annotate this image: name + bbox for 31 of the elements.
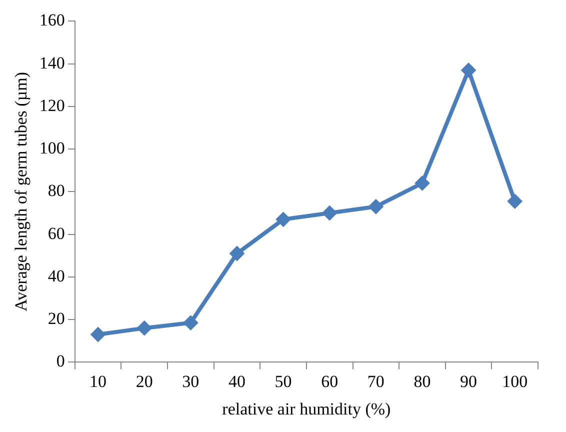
y-tick-label: 120: [39, 96, 65, 115]
x-tick-label: 70: [367, 372, 384, 391]
point: [368, 199, 384, 214]
x-tick-label: 10: [90, 372, 107, 391]
y-tick-label: 80: [48, 181, 65, 200]
x-tick-label: 50: [274, 372, 292, 391]
point: [461, 62, 476, 78]
point: [136, 320, 152, 336]
point: [414, 176, 430, 191]
x-tick-label: 20: [136, 372, 153, 391]
y-tick-label: 40: [48, 266, 65, 286]
x-tick-label: 100: [502, 372, 528, 391]
x-tick-label: 40: [228, 372, 246, 391]
point: [322, 206, 338, 221]
point: [90, 326, 106, 342]
x-tick-label: 30: [182, 372, 200, 391]
y-tick-label: 60: [48, 224, 65, 243]
x-tick-label: 60: [321, 372, 338, 391]
y-tick-label: 0: [56, 352, 65, 371]
point: [276, 212, 291, 227]
point: [229, 246, 244, 262]
y-axis-title: Average length of germ tubes (µm): [12, 72, 31, 312]
x-tick-label: 80: [414, 372, 431, 391]
y-tick-label: 160: [39, 10, 65, 30]
y-tick-label: 20: [48, 309, 65, 328]
point: [183, 315, 198, 330]
y-tick-label: 140: [39, 53, 65, 72]
x-axis-title: relative air humidity (%): [222, 399, 391, 418]
point: [507, 194, 522, 209]
y-tick-label: 100: [39, 138, 65, 158]
x-tick-label: 90: [460, 372, 478, 391]
